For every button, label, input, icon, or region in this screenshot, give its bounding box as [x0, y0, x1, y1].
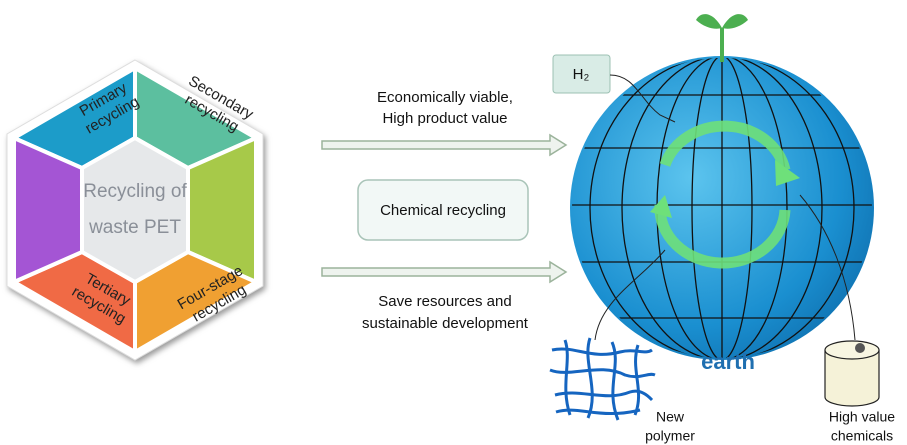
- arrow-top: [322, 135, 566, 155]
- earth-label: earth: [701, 349, 755, 374]
- output-label: chemicals: [831, 428, 893, 444]
- diagram: Recycling of waste PET Primary recycling…: [0, 0, 907, 445]
- chemical-can: [825, 341, 879, 406]
- center-label: Recycling of: [83, 181, 187, 202]
- center-box-label: Chemical recycling: [380, 202, 506, 219]
- gas-label: H₂: [573, 66, 590, 83]
- hexagon-center: [82, 138, 188, 282]
- sprout: [696, 14, 748, 62]
- arrow-label: sustainable development: [362, 315, 529, 332]
- arrow-label: High product value: [382, 110, 507, 127]
- polymer-network: [550, 338, 655, 420]
- output-label: High value: [829, 409, 895, 425]
- output-label: New: [656, 409, 685, 425]
- arrow-label: Save resources and: [378, 293, 511, 310]
- arrow-label: Economically viable,: [377, 89, 513, 106]
- center-label: waste PET: [88, 217, 181, 238]
- output-label: polymer: [645, 428, 695, 444]
- arrow-bottom: [322, 262, 566, 282]
